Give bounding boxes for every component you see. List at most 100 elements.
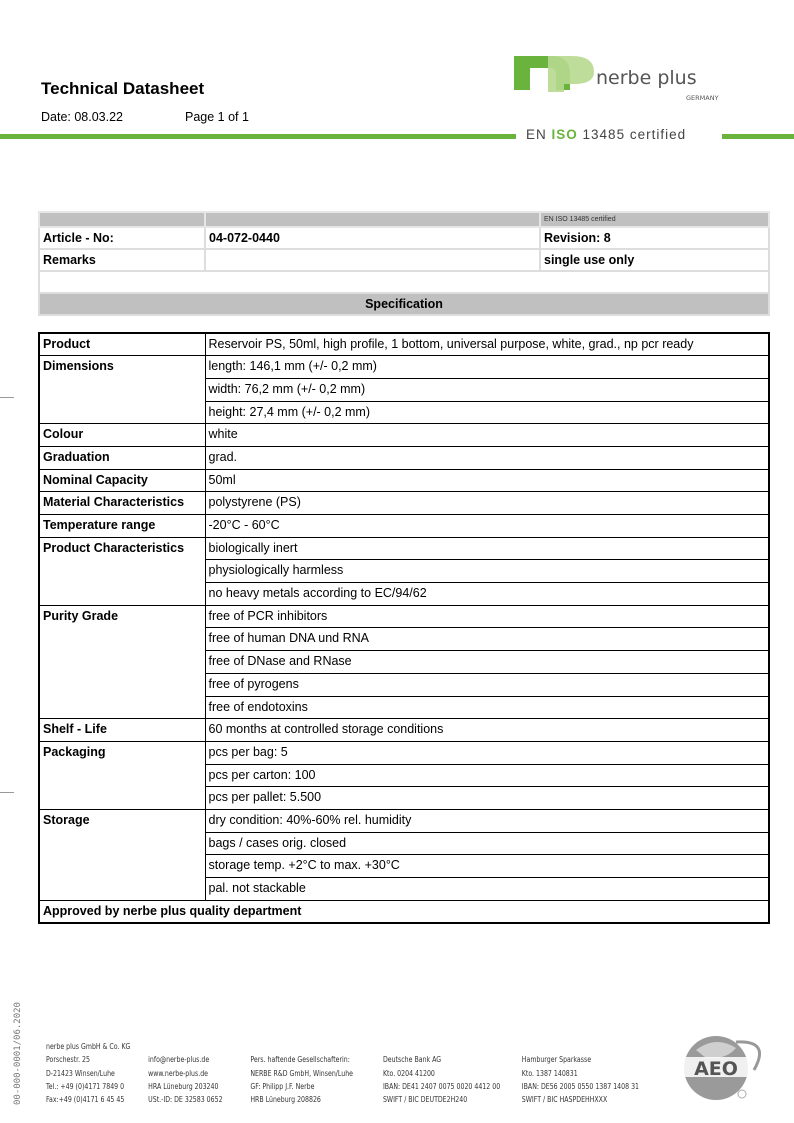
- document-title: Technical Datasheet: [41, 79, 205, 98]
- spec-row: free of human DNA und RNA: [39, 627, 770, 652]
- footer-line: D-21423 Winsen/Luhe: [46, 1068, 115, 1078]
- footer-line: HRA Lüneburg 203240: [148, 1081, 219, 1091]
- footer-line: Deutsche Bank AG: [382, 1055, 442, 1065]
- svg-text:AEO: AEO: [694, 1058, 738, 1080]
- iso-certification: EN ISO 13485 certified: [526, 127, 687, 142]
- footer-line: Kto. 1387 140831: [521, 1068, 578, 1078]
- spec-value: pcs per bag: 5: [204, 740, 770, 765]
- footer-column: nerbe plus GmbH & Co. KG Porschestr. 25 D-…: [46, 1040, 130, 1106]
- spec-value: free of human DNA und RNA: [204, 627, 770, 652]
- spec-value: free of PCR inhibitors: [204, 604, 770, 629]
- footer-line: NERBE R&D GmbH, Winsen/Luhe: [250, 1068, 354, 1078]
- article-label: Article - No:: [38, 226, 206, 250]
- page-number: Page 1 of 1: [185, 110, 249, 124]
- spec-label: Dimensions: [38, 355, 206, 425]
- spec-label: Graduation: [38, 445, 206, 470]
- spec-value: bags / cases orig. closed: [204, 831, 770, 856]
- revision: Revision: 8: [539, 226, 770, 250]
- footer-line: Pers. haftende Gesellschafterin:: [250, 1055, 350, 1065]
- spec-label: Shelf - Life: [38, 718, 206, 742]
- footer-line: [522, 1040, 639, 1053]
- footer-line: HRB Lüneburg 208826: [250, 1095, 321, 1105]
- spec-value: length: 146,1 mm (+/- 0,2 mm): [204, 355, 770, 379]
- spec-value: no heavy metals according to EC/94/62: [204, 582, 770, 606]
- footer-line: IBAN: DE41 2407 0075 0020 4412 00: [382, 1081, 501, 1091]
- footer-line: SWIFT / BIC DEUTDE2H240: [382, 1095, 468, 1105]
- spec-value: 60 months at controlled storage conditio…: [204, 718, 770, 742]
- footer-line: Kto. 0204 41200: [382, 1068, 435, 1078]
- footer-line: Tel.: +49 (0)4171 7849 0: [46, 1081, 125, 1091]
- footer-line: [148, 1040, 222, 1053]
- spec-row: Graduation grad.: [38, 445, 770, 470]
- spec-value: pcs per pallet: 5.500: [204, 786, 770, 810]
- spec-row: Product Reservoir PS, 50ml, high profile,…: [38, 332, 770, 357]
- spec-row: pcs per carton: 100: [39, 763, 770, 788]
- footer-line: GF: Philipp J.F. Nerbe: [250, 1081, 315, 1091]
- spec-row: Temperature range -20°C - 60°C: [38, 514, 770, 538]
- spec-value: free of DNase and RNase: [204, 650, 770, 674]
- footer-line: nerbe plus GmbH & Co. KG: [46, 1042, 131, 1051]
- spec-label: Purity Grade: [38, 604, 206, 720]
- footer-column: Deutsche Bank AG Kto. 0204 41200 IBAN: DE4…: [383, 1040, 500, 1106]
- svg-text:nerbe plus: nerbe plus: [596, 67, 697, 89]
- spec-value: 50ml: [204, 468, 770, 493]
- spec-value: white: [204, 423, 770, 447]
- specification-header: Specification: [38, 292, 770, 316]
- spec-value: biologically inert: [204, 536, 770, 561]
- spec-row: Packaging pcs per bag: 5: [38, 740, 770, 810]
- spec-value: polystyrene (PS): [204, 491, 770, 515]
- spec-row: pal. not stackable: [39, 877, 770, 901]
- spec-label: Storage: [38, 808, 206, 901]
- specification-table: Product Reservoir PS, 50ml, high profile,…: [38, 332, 770, 924]
- spec-row: Nominal Capacity 50ml: [38, 468, 770, 493]
- footer-column: Pers. haftende Gesellschafterin: NERBE R&…: [250, 1040, 353, 1106]
- footer-line: info@nerbe-plus.de: [148, 1055, 210, 1065]
- spec-value: pal. not stackable: [204, 877, 770, 901]
- spec-row: Purity Grade free of PCR inhibitors: [38, 604, 770, 720]
- footer-line: www.nerbe-plus.de: [148, 1068, 208, 1078]
- spec-value: height: 27,4 mm (+/- 0,2 mm): [204, 400, 770, 425]
- spec-value: dry condition: 40%-60% rel. humidity: [204, 808, 770, 833]
- spec-value: storage temp. +2°C to max. +30°C: [204, 854, 770, 878]
- remarks-value: single use only: [539, 248, 770, 272]
- spec-value: Reservoir PS, 50ml, high profile, 1 bott…: [204, 332, 770, 357]
- approval-note: Approved by nerbe plus quality departmen…: [38, 899, 770, 924]
- spec-value: width: 76,2 mm (+/- 0,2 mm): [204, 377, 770, 402]
- fold-mark: [0, 792, 14, 793]
- aeo-logo: AEO: [676, 1030, 771, 1110]
- svg-text:GERMANY: GERMANY: [686, 94, 719, 102]
- spec-value: -20°C - 60°C: [204, 514, 770, 538]
- spec-row: Material Characteristics polystyrene (PS): [38, 491, 770, 515]
- footer-line: Porschestr. 25: [46, 1055, 90, 1065]
- footer-line: [383, 1040, 500, 1053]
- article-info-table: EN ISO 13485 certified Article - No: 04-0…: [38, 211, 770, 316]
- spec-row: Product Characteristics biologically iner…: [38, 536, 770, 606]
- spec-value: free of endotoxins: [204, 695, 770, 720]
- document-version: 00-000-0001/06.2020: [13, 1002, 23, 1105]
- certified-note: EN ISO 13485 certified: [539, 211, 770, 228]
- footer-column: Hamburger Sparkasse Kto. 1387 140831 IBAN:…: [522, 1040, 639, 1106]
- footer-line: [250, 1040, 353, 1053]
- footer-line: IBAN: DE56 2005 0550 1387 1408 31: [521, 1081, 640, 1091]
- spec-row: Dimensions length: 146,1 mm (+/- 0,2 mm): [38, 355, 770, 425]
- spec-row: Shelf - Life 60 months at controlled stor…: [38, 718, 770, 742]
- spec-value: physiologically harmless: [204, 559, 770, 584]
- footer-line: SWIFT / BIC HASPDEHHXXX: [521, 1095, 608, 1105]
- spec-label: Nominal Capacity: [38, 468, 206, 493]
- header-rule-right: [722, 134, 794, 139]
- nerbe-plus-logo: nerbe plus GERMANY: [512, 52, 732, 107]
- spec-row: Colour white: [38, 423, 770, 447]
- spec-value: free of pyrogens: [204, 672, 770, 697]
- article-number: 04-072-0440: [204, 226, 541, 250]
- spec-label: Temperature range: [38, 514, 206, 538]
- spec-label: Colour: [38, 423, 206, 447]
- spec-label: Product: [38, 332, 206, 357]
- spec-value: pcs per carton: 100: [204, 763, 770, 788]
- footer-line: Hamburger Sparkasse: [521, 1055, 592, 1065]
- header-rule: [0, 134, 516, 139]
- spec-label: Packaging: [38, 740, 206, 810]
- fold-mark: [0, 397, 14, 398]
- spec-row: Storage dry condition: 40%-60% rel. humid…: [38, 808, 770, 901]
- footer-column: info@nerbe-plus.de www.nerbe-plus.de HRA L…: [148, 1040, 222, 1106]
- footer-line: USt.-ID: DE 32583 0652: [148, 1095, 223, 1105]
